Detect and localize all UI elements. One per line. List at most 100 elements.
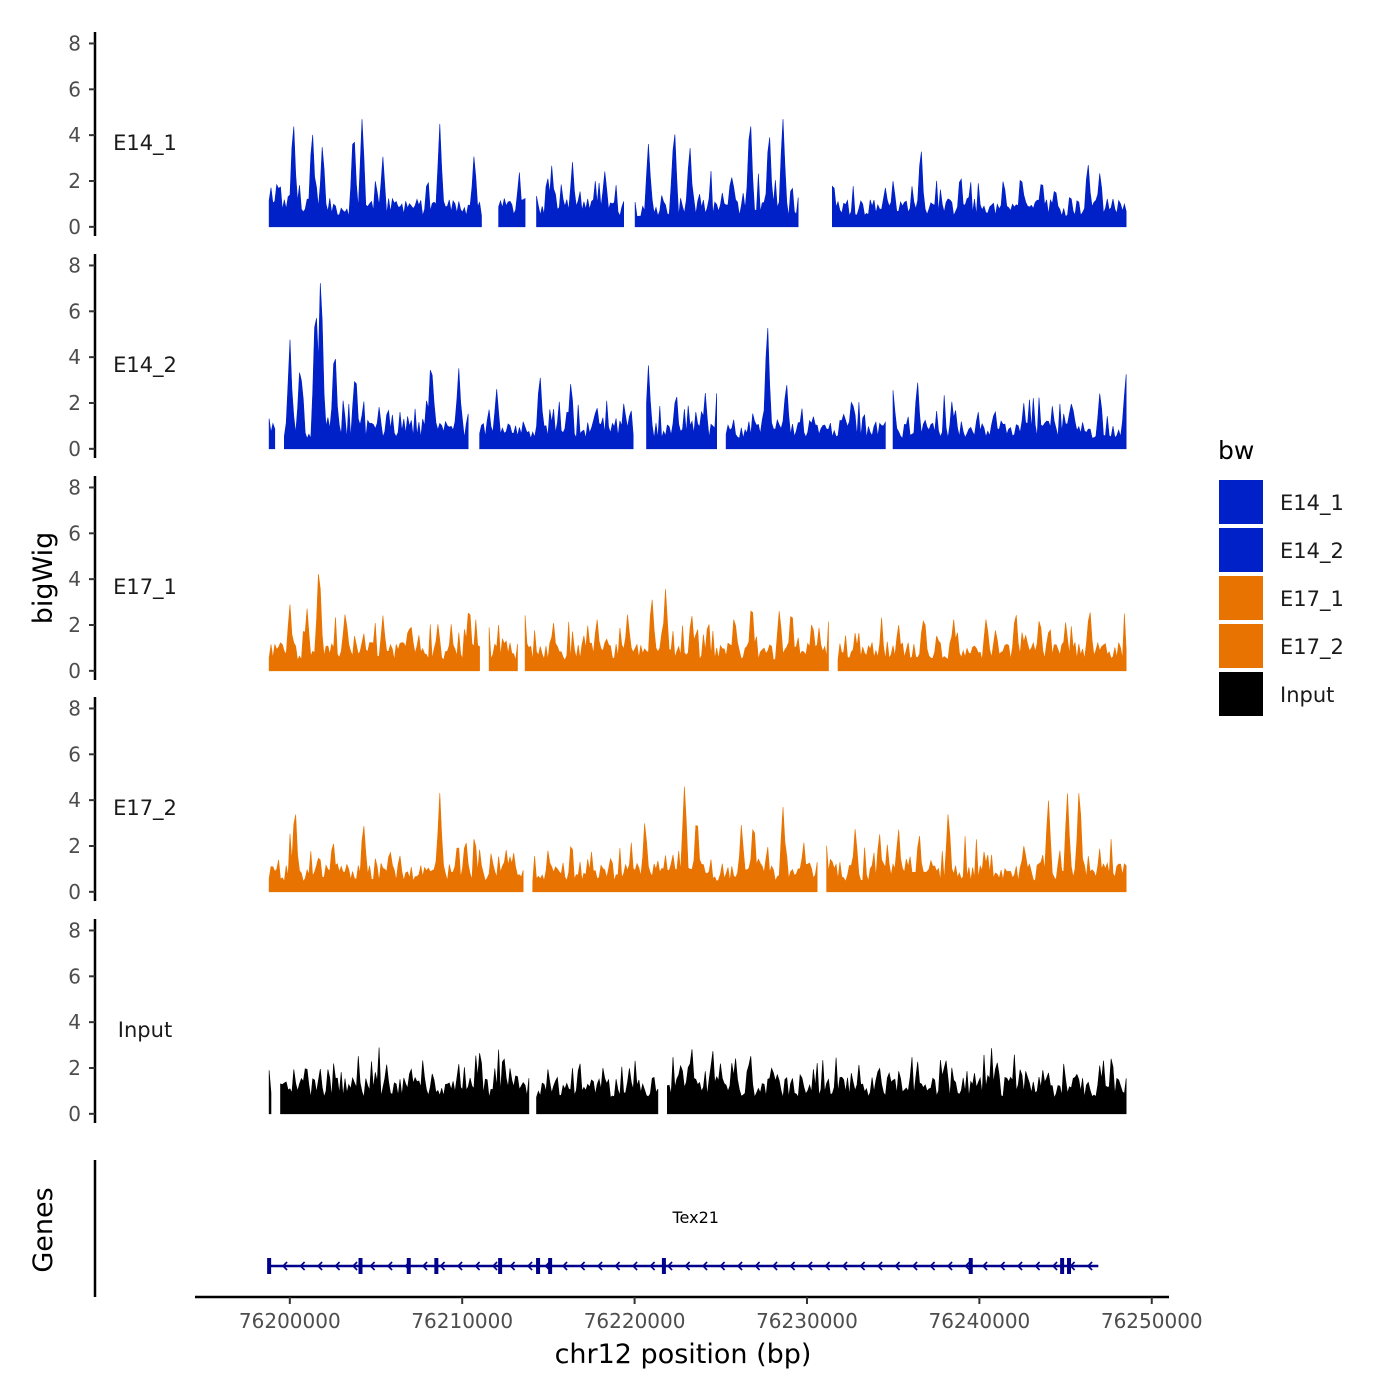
strand-arrow [806, 1261, 813, 1271]
gene-label-Tex21: Tex21 [671, 1208, 718, 1227]
strand-arrow [754, 1261, 761, 1271]
signal-area-E17_2 [268, 786, 1127, 893]
exon-mark [358, 1258, 363, 1274]
tracks-group: 0 2 4 6 8 E14_1 0 2 4 6 8 E14_2 0 2 4 6 8 E17_1 0 2 4 6 8 E17_2… [68, 31, 1127, 1126]
exon-mark [406, 1258, 411, 1274]
strand-arrow [999, 1261, 1006, 1271]
strand-arrow [579, 1261, 586, 1271]
genes-track-title: Genes [28, 1187, 59, 1272]
strand-arrow [614, 1261, 621, 1271]
legend-label-Input: Input [1280, 683, 1334, 707]
strand-arrow [859, 1261, 866, 1271]
track-label-E14_1: E14_1 [113, 131, 177, 156]
legend-label-E14_2: E14_2 [1280, 539, 1344, 564]
strand-arrow [736, 1261, 743, 1271]
y-tick-label: 4 [68, 123, 81, 147]
legend-swatch-E17_2 [1219, 624, 1263, 668]
y-tick-label: 6 [68, 742, 81, 766]
track-E14_2: 0 2 4 6 8 E14_2 [68, 253, 1127, 461]
strand-arrow [316, 1261, 323, 1271]
strand-arrow [491, 1261, 498, 1271]
strand-arrow [509, 1261, 516, 1271]
legend-label-E17_2: E17_2 [1280, 635, 1344, 660]
exon-mark [661, 1258, 666, 1274]
track-E17_1: 0 2 4 6 8 E17_1 [68, 475, 1127, 683]
strand-arrow [1051, 1261, 1058, 1271]
y-tick-label: 0 [68, 437, 81, 461]
y-tick-label: 6 [68, 964, 81, 988]
strand-arrow [876, 1261, 883, 1271]
strand-arrow [421, 1261, 428, 1271]
strand-arrow [701, 1261, 708, 1271]
x-tick-label: 76240000 [928, 1309, 1030, 1333]
signal-area-Input [268, 1047, 1127, 1115]
y-tick-label: 8 [68, 696, 81, 720]
strand-arrow [299, 1261, 306, 1271]
strand-arrow [596, 1261, 603, 1271]
x-axis: 76200000 76210000 76220000 76230000 76240000… [195, 1295, 1203, 1333]
strand-arrow [334, 1261, 341, 1271]
exon-mark [1060, 1258, 1065, 1274]
strand-arrow [474, 1261, 481, 1271]
legend-label-E17_1: E17_1 [1280, 587, 1344, 612]
strand-arrow [981, 1261, 988, 1271]
legend-swatch-E17_1 [1219, 576, 1263, 620]
y-tick-label: 4 [68, 345, 81, 369]
signal-area-E14_2 [268, 283, 1127, 450]
y-axis-title: bigWig [28, 532, 59, 625]
y-tick-label: 2 [68, 169, 81, 193]
track-Input: 0 2 4 6 8 Input [68, 918, 1127, 1126]
legend-swatch-E14_1 [1219, 480, 1263, 524]
signal-area-E17_1 [268, 574, 1127, 672]
strand-arrow [666, 1261, 673, 1271]
y-tick-label: 8 [68, 253, 81, 277]
strand-arrow [1034, 1261, 1041, 1271]
y-tick-label: 2 [68, 391, 81, 415]
y-tick-label: 6 [68, 77, 81, 101]
track-label-E14_2: E14_2 [113, 353, 177, 378]
x-axis-title: chr12 position (bp) [555, 1339, 812, 1370]
y-tick-label: 2 [68, 834, 81, 858]
legend-swatch-E14_2 [1219, 528, 1263, 572]
legend-swatch-Input [1219, 672, 1263, 716]
strand-arrow [719, 1261, 726, 1271]
exon-mark [536, 1258, 541, 1274]
strand-arrow [911, 1261, 918, 1271]
strand-arrow [964, 1261, 971, 1271]
strand-arrow [369, 1261, 376, 1271]
exon-mark [498, 1258, 503, 1274]
y-tick-label: 8 [68, 475, 81, 499]
y-tick-label: 2 [68, 613, 81, 637]
strand-arrow [456, 1261, 463, 1271]
y-tick-label: 0 [68, 880, 81, 904]
strand-arrow [386, 1261, 393, 1271]
strand-arrow [771, 1261, 778, 1271]
y-tick-label: 4 [68, 1010, 81, 1034]
exon-mark [968, 1258, 973, 1274]
strand-arrow [929, 1261, 936, 1271]
strand-arrow [946, 1261, 953, 1271]
legend-label-E14_1: E14_1 [1280, 491, 1344, 516]
exon-mark [1067, 1258, 1072, 1274]
x-tick-label: 76230000 [756, 1309, 858, 1333]
y-tick-label: 0 [68, 1102, 81, 1126]
strand-arrow [789, 1261, 796, 1271]
strand-arrow [1016, 1261, 1023, 1271]
track-label-Input: Input [118, 1018, 172, 1042]
strand-arrow [439, 1261, 446, 1271]
y-tick-label: 4 [68, 567, 81, 591]
strand-arrow [841, 1261, 848, 1271]
y-tick-label: 0 [68, 215, 81, 239]
signal-area-E14_1 [268, 119, 1127, 228]
exon-mark [548, 1258, 553, 1274]
legend-title: bw [1218, 436, 1254, 465]
exon-mark [434, 1258, 439, 1274]
y-tick-label: 0 [68, 659, 81, 683]
strand-arrow [1086, 1261, 1093, 1271]
y-tick-label: 4 [68, 788, 81, 812]
strand-arrow [351, 1261, 358, 1271]
x-tick-label: 76220000 [584, 1309, 686, 1333]
track-E17_2: 0 2 4 6 8 E17_2 [68, 696, 1127, 904]
y-tick-label: 8 [68, 31, 81, 55]
strand-arrow [894, 1261, 901, 1271]
